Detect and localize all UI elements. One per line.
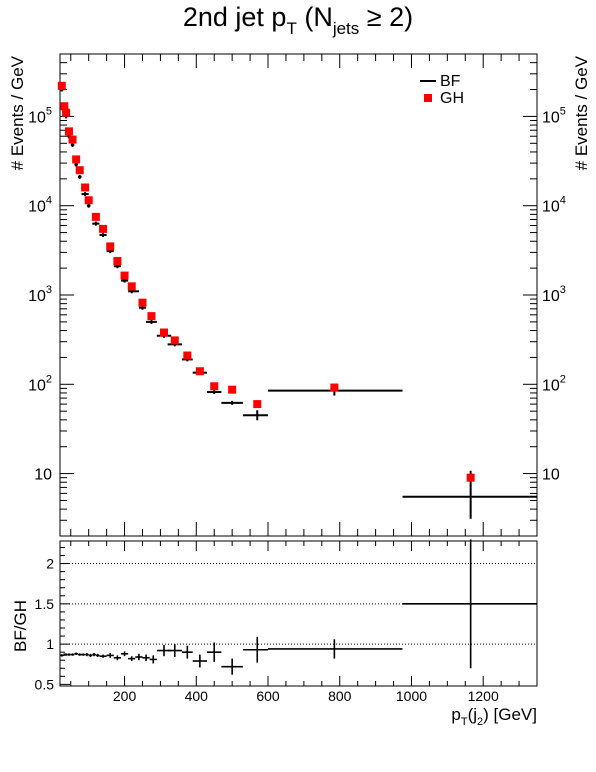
y-tick-label-right: 103 (542, 284, 566, 305)
gh-point (99, 224, 108, 233)
ratio-data-marks (60, 539, 537, 675)
chart-title: 2nd jet pT (Njets ≥ 2) (183, 2, 413, 38)
gh-point (84, 196, 93, 205)
x-tick-label: 1200 (468, 688, 499, 704)
legend-gh-marker (424, 94, 432, 102)
gh-point (60, 102, 69, 111)
y-tick-label-left: 104 (28, 195, 52, 216)
gh-point (113, 257, 122, 266)
ratio-y-tick-label: 1.5 (35, 596, 55, 612)
y-tick-label-right: 105 (542, 105, 566, 126)
gh-point (75, 166, 84, 175)
legend-bf-label: BF (440, 73, 461, 90)
gh-point (253, 400, 262, 409)
gh-point (81, 183, 90, 192)
upper-data-marks (57, 81, 537, 519)
gh-point (170, 336, 179, 345)
ratio-y-tick-label: 2 (46, 556, 54, 572)
y-tick-label-right: 102 (542, 373, 566, 394)
ratio-y-tick-label: 0.5 (35, 676, 55, 692)
ratio-plot-frame (59, 540, 538, 687)
y-tick-label-left: 10 (34, 467, 52, 484)
gh-point (138, 298, 147, 307)
y-tick-label-right: 104 (542, 195, 566, 216)
y-tick-label-right: 10 (542, 467, 560, 484)
upper-axis-ticks: 10 10 102 102 103 103 104 104 105 105 (28, 53, 566, 537)
gh-point (183, 351, 192, 360)
x-tick-label: 400 (185, 688, 209, 704)
gh-point (72, 155, 81, 164)
y-tick-label-left: 102 (28, 373, 52, 394)
ratio-axis-ticks: 0.5 1 1.5 2 200 400 600 800 1000 1200 (35, 541, 538, 704)
ratio-y-axis-label: BF/GH (11, 600, 30, 652)
x-tick-label: 600 (256, 688, 280, 704)
ratio-y-tick-label: 1 (46, 636, 54, 652)
x-tick-label: 800 (328, 688, 352, 704)
gh-point (466, 473, 475, 482)
gh-point (57, 81, 66, 90)
gh-point (64, 127, 73, 136)
y-tick-label-left: 103 (28, 284, 52, 305)
gh-point (330, 383, 339, 392)
gh-point (91, 212, 100, 221)
x-tick-label: 1000 (396, 688, 427, 704)
y-tick-label-left: 105 (28, 105, 52, 126)
gh-point (228, 385, 237, 394)
y-axis-label-right: # Events / GeV (572, 55, 591, 170)
gh-point (120, 271, 129, 280)
legend: BF GH (420, 73, 464, 107)
gh-point (210, 382, 219, 391)
gh-point (195, 367, 204, 376)
gh-point (62, 108, 71, 117)
gh-point (160, 328, 169, 337)
x-axis-label: pT(j2) [GeV] (451, 705, 537, 728)
x-tick-label: 200 (113, 688, 137, 704)
legend-gh-label: GH (440, 90, 464, 107)
gh-point (147, 312, 156, 321)
main-plot-frame (59, 53, 538, 537)
y-axis-label-left: # Events / GeV (8, 55, 27, 170)
gh-point (68, 135, 77, 144)
gh-point (106, 242, 115, 251)
gh-point (127, 282, 136, 291)
